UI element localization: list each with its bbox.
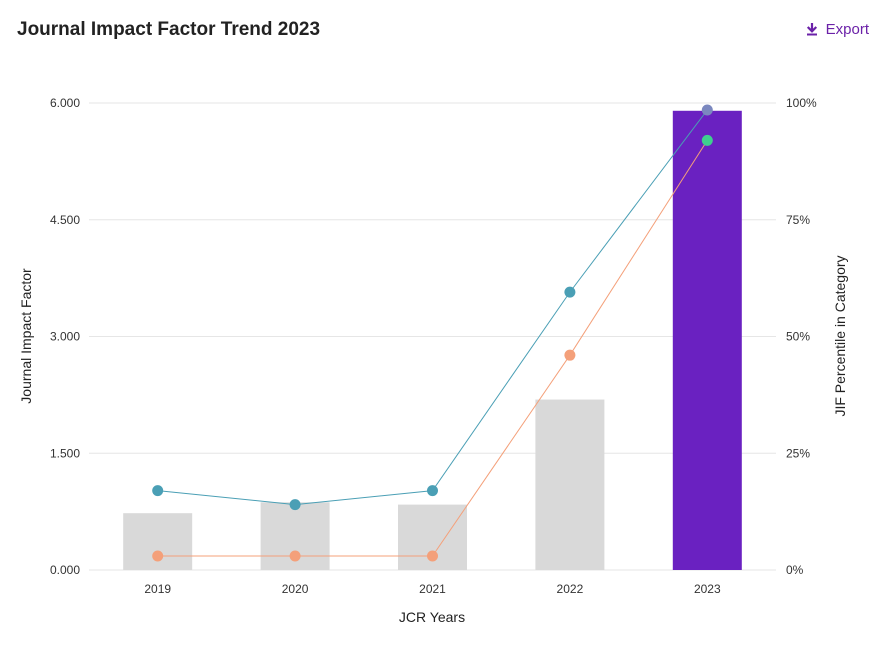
y-tick-label: 0.000 — [50, 563, 80, 577]
x-axis-label: JCR Years — [399, 609, 465, 625]
series-1-point — [564, 349, 576, 361]
y-tick-label: 1.500 — [50, 446, 80, 460]
y-tick-label: 3.000 — [50, 330, 80, 344]
series-0-point — [701, 104, 713, 116]
x-tick-label: 2020 — [282, 582, 309, 596]
bars — [123, 110, 742, 571]
y2-tick-label: 50% — [786, 330, 810, 344]
series-0-point — [289, 499, 301, 511]
export-button[interactable]: Export — [806, 21, 869, 38]
series-1-point — [701, 134, 713, 146]
bar-2022 — [535, 399, 605, 570]
y-tick-label: 4.500 — [50, 213, 80, 227]
y2-axis-label: JIF Percentile in Category — [832, 255, 848, 416]
series-1-point — [427, 550, 438, 562]
x-tick-label: 2022 — [557, 582, 584, 596]
series-line-0 — [157, 109, 708, 506]
series-0-point — [427, 485, 438, 497]
x-axis-ticks: 2019 2020 2021 2022 2023 — [144, 582, 721, 596]
chart-title: Journal Impact Factor Trend 2023 — [17, 19, 321, 40]
download-icon — [806, 23, 817, 36]
y-axis-label: Journal Impact Factor — [18, 268, 34, 404]
series-1-point — [152, 550, 164, 562]
y2-tick-label: 25% — [786, 446, 810, 460]
export-label: Export — [825, 21, 869, 38]
y-axis-ticks: 0.000 1.500 3.000 4.500 6.000 — [50, 96, 80, 577]
series-1-point — [289, 550, 301, 562]
bar-2023 — [672, 110, 742, 571]
series-points — [152, 104, 713, 562]
x-tick-label: 2023 — [694, 582, 721, 596]
series-0-point — [152, 485, 164, 497]
y2-axis-ticks: 0% 25% 50% 75% 100% — [786, 96, 817, 577]
y2-tick-label: 75% — [786, 213, 810, 227]
y2-tick-label: 100% — [786, 96, 817, 110]
x-tick-label: 2021 — [419, 582, 446, 596]
y2-tick-label: 0% — [786, 563, 804, 577]
series-0-point — [564, 286, 576, 298]
x-tick-label: 2019 — [144, 582, 171, 596]
y-tick-label: 6.000 — [50, 96, 80, 110]
